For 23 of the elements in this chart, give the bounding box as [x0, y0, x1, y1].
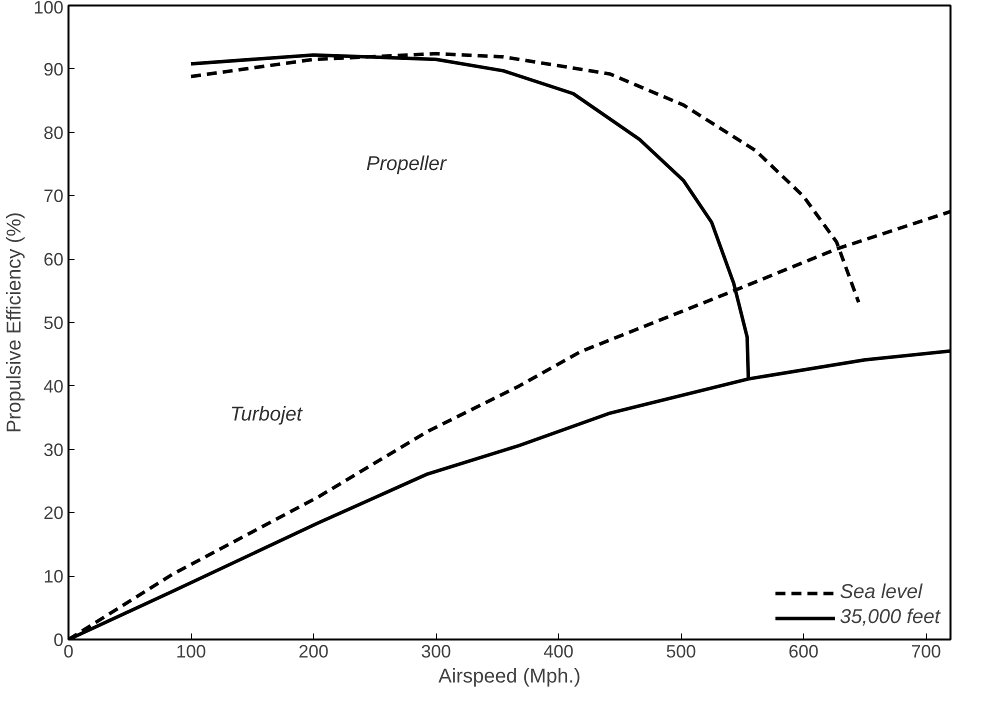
annotation: Turbojet [230, 403, 304, 426]
x-tick-label: 300 [420, 642, 452, 662]
y-axis-title: Propulsive Efficiency (%) [3, 212, 26, 433]
x-tick-label: 100 [176, 642, 206, 662]
y-tick-label: 100 [33, 0, 64, 18]
x-axis-title: Airspeed (Mph.) [438, 666, 581, 688]
y-tick-label: 60 [43, 250, 64, 270]
annotation: Propeller [366, 153, 448, 175]
x-tick-label: 500 [666, 642, 696, 662]
legend-label: Sea level [840, 581, 922, 604]
y-tick-label: 20 [43, 503, 64, 524]
y-tick-label: 90 [43, 59, 64, 80]
x-tick-label: 200 [298, 642, 329, 662]
legend-label: 35,000 feet [840, 606, 940, 629]
x-tick-label: 700 [910, 642, 942, 662]
x-tick-label: 400 [543, 642, 574, 662]
y-tick-label: 30 [43, 440, 64, 460]
y-tick-label: 50 [43, 313, 64, 333]
y-tick-label: 70 [43, 186, 64, 206]
y-tick-label: 40 [43, 376, 64, 396]
y-tick-label: 10 [43, 566, 64, 587]
y-tick-label: 80 [43, 122, 64, 143]
x-tick-label: 600 [788, 642, 819, 662]
